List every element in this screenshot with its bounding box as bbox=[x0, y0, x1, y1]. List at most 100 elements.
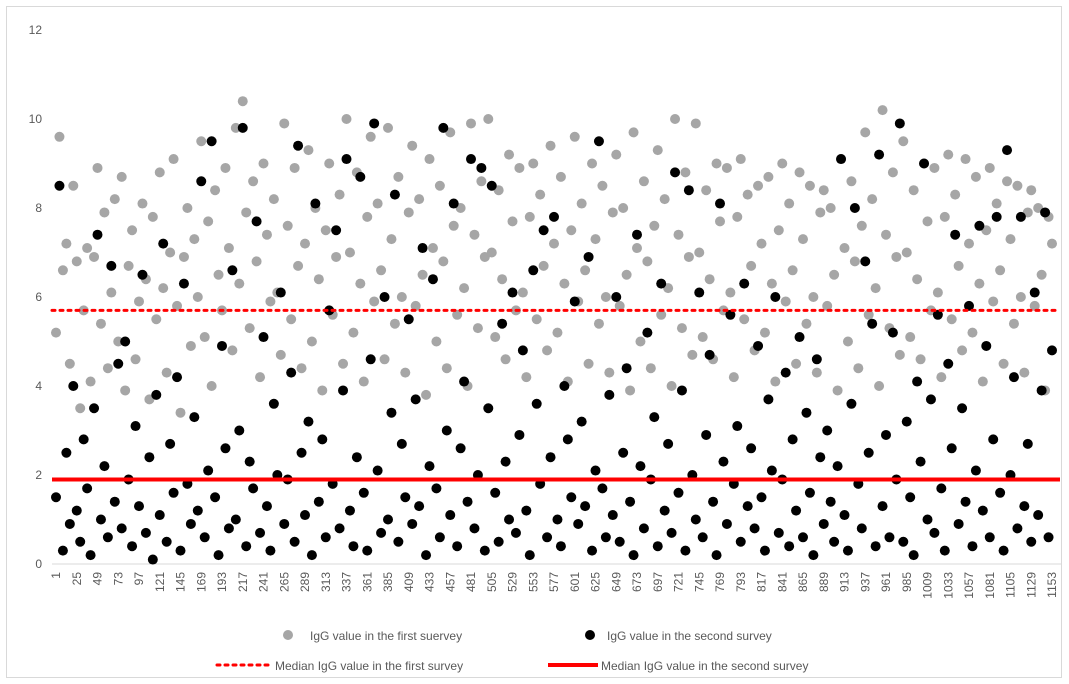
point-first-survey bbox=[766, 278, 777, 289]
point-first-survey bbox=[1015, 292, 1026, 302]
point-first-survey bbox=[697, 332, 708, 343]
point-first-survey bbox=[715, 216, 725, 227]
point-first-survey bbox=[787, 265, 798, 276]
point-second-survey bbox=[1019, 501, 1030, 512]
point-second-survey bbox=[351, 452, 362, 463]
point-second-survey bbox=[1015, 211, 1026, 222]
point-first-survey bbox=[922, 216, 933, 227]
point-second-survey bbox=[593, 136, 604, 147]
point-first-survey bbox=[113, 336, 124, 347]
point-first-survey bbox=[303, 145, 314, 156]
point-first-survey bbox=[358, 376, 369, 387]
point-first-survey bbox=[331, 251, 342, 262]
point-second-survey bbox=[614, 536, 625, 547]
point-second-survey bbox=[331, 225, 342, 236]
point-first-survey bbox=[829, 269, 840, 280]
point-second-survey bbox=[1026, 536, 1037, 547]
point-first-survey bbox=[666, 381, 677, 391]
point-second-survey bbox=[808, 550, 819, 561]
point-second-survey bbox=[1043, 532, 1054, 543]
point-second-survey bbox=[846, 398, 857, 409]
point-second-survey bbox=[939, 545, 950, 556]
point-second-survey bbox=[580, 501, 591, 512]
x-tick-label: 841 bbox=[775, 572, 789, 592]
x-tick-label: 817 bbox=[755, 572, 769, 592]
point-first-survey bbox=[1029, 300, 1040, 311]
point-first-survey bbox=[189, 234, 200, 245]
x-tick-label: 529 bbox=[506, 572, 520, 592]
point-second-survey bbox=[545, 452, 556, 463]
point-first-survey bbox=[808, 292, 819, 302]
point-second-survey bbox=[898, 536, 909, 547]
point-second-survey bbox=[555, 541, 566, 552]
point-second-survey bbox=[497, 318, 508, 329]
point-first-survey bbox=[784, 198, 795, 209]
point-first-survey bbox=[175, 407, 186, 418]
point-second-survey bbox=[220, 443, 231, 454]
series-first-survey bbox=[51, 96, 1057, 418]
point-second-survey bbox=[977, 505, 988, 516]
point-first-survey bbox=[99, 207, 110, 218]
point-second-survey bbox=[739, 278, 750, 289]
x-tick-label: 1057 bbox=[962, 572, 976, 599]
point-second-survey bbox=[355, 171, 366, 182]
point-first-survey bbox=[583, 358, 594, 369]
point-second-survey bbox=[676, 385, 687, 396]
point-first-survey bbox=[504, 149, 515, 160]
point-second-survey bbox=[818, 518, 829, 529]
point-first-survey bbox=[452, 309, 463, 320]
point-second-survey bbox=[635, 461, 646, 472]
point-second-survey bbox=[147, 554, 158, 565]
point-second-survey bbox=[542, 532, 553, 543]
point-first-survey bbox=[815, 207, 826, 218]
point-second-survey bbox=[832, 461, 843, 472]
point-first-survey bbox=[92, 162, 103, 173]
point-first-survey bbox=[130, 354, 141, 365]
point-first-survey bbox=[587, 158, 598, 169]
point-second-survey bbox=[510, 527, 521, 538]
point-second-survey bbox=[912, 376, 923, 387]
point-second-survey bbox=[753, 340, 764, 351]
point-first-survey bbox=[514, 162, 525, 173]
point-second-survey bbox=[261, 501, 272, 512]
point-first-survey bbox=[908, 185, 919, 196]
point-first-survey bbox=[258, 158, 269, 169]
point-second-survey bbox=[175, 545, 186, 556]
point-second-survey bbox=[694, 287, 705, 298]
point-second-survey bbox=[466, 154, 476, 165]
point-second-survey bbox=[210, 492, 221, 503]
point-first-survey bbox=[268, 194, 279, 205]
point-first-survey bbox=[877, 105, 888, 116]
point-second-survey bbox=[1047, 345, 1057, 356]
point-first-survey bbox=[507, 216, 518, 227]
point-first-survey bbox=[732, 211, 743, 222]
point-second-survey bbox=[383, 514, 393, 525]
point-first-survey bbox=[849, 256, 860, 267]
point-first-survey bbox=[801, 318, 812, 329]
point-second-survey bbox=[300, 510, 310, 521]
point-first-survey bbox=[223, 243, 234, 254]
point-second-survey bbox=[317, 434, 328, 445]
point-first-survey bbox=[210, 185, 221, 196]
point-first-survey bbox=[943, 149, 954, 160]
point-first-survey bbox=[51, 327, 61, 338]
point-first-survey bbox=[1047, 238, 1057, 249]
point-second-survey bbox=[109, 496, 120, 507]
point-second-survey bbox=[697, 532, 708, 543]
x-tick-label: 265 bbox=[277, 572, 291, 592]
point-first-survey bbox=[690, 118, 701, 129]
point-second-survey bbox=[587, 545, 598, 556]
point-first-survey bbox=[251, 256, 262, 267]
point-first-survey bbox=[324, 158, 335, 169]
point-second-survey bbox=[386, 407, 397, 418]
point-first-survey bbox=[863, 309, 874, 320]
point-first-survey bbox=[172, 300, 183, 311]
point-second-survey bbox=[784, 541, 795, 552]
point-first-survey bbox=[742, 189, 753, 200]
point-second-survey bbox=[459, 376, 470, 387]
point-first-survey bbox=[559, 278, 570, 289]
point-first-survey bbox=[998, 358, 1009, 369]
point-first-survey bbox=[995, 265, 1006, 276]
x-tick-label: 337 bbox=[340, 572, 354, 592]
point-second-survey bbox=[611, 292, 622, 302]
